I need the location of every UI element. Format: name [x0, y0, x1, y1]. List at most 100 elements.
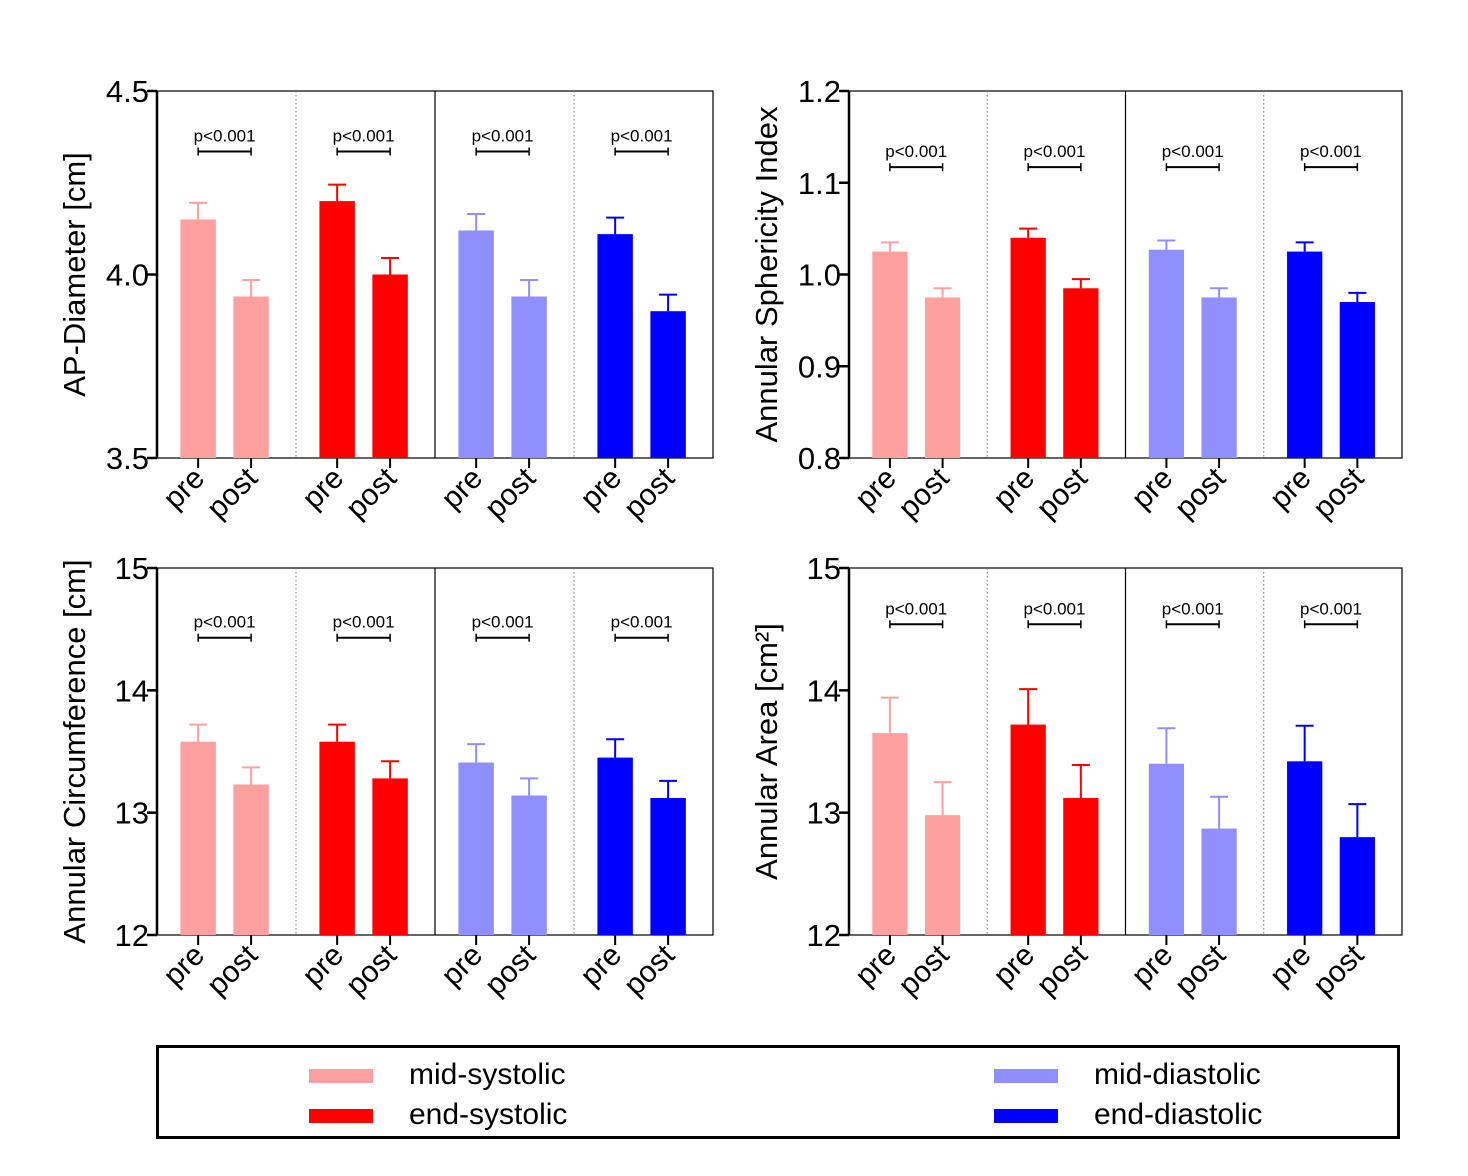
p-value-label: p<0.001	[333, 613, 395, 632]
bar-end-systolic-pre	[319, 741, 355, 935]
bar-mid-diastolic-pre	[458, 762, 494, 935]
p-value-label: p<0.001	[885, 599, 947, 618]
x-tick-label: pre	[1264, 462, 1318, 516]
p-value-label: p<0.001	[1300, 599, 1362, 618]
y-tick-label: 0.9	[798, 349, 841, 384]
y-tick-label: 13	[115, 796, 149, 831]
bar-end-systolic-post	[372, 274, 408, 458]
bar-mid-systolic-post	[924, 815, 961, 935]
panel-1: 3.54.04.5AP-Diameter [cm]prepostp<0.001p…	[57, 74, 714, 525]
x-tick-label: pre	[987, 462, 1041, 516]
x-tick-label: post	[201, 938, 265, 1002]
x-tick-label: pre	[157, 939, 211, 993]
x-tick-label: pre	[849, 462, 903, 516]
bar-mid-systolic-pre	[180, 219, 216, 458]
y-tick-label: 1.2	[798, 74, 841, 109]
x-tick-label: pre	[574, 939, 628, 993]
legend-label-mid-diastolic: mid-diastolic	[1094, 1058, 1261, 1091]
legend-label-end-diastolic: end-diastolic	[1094, 1098, 1263, 1131]
bar-end-systolic-pre	[319, 201, 355, 458]
p-value-label: p<0.001	[1162, 599, 1224, 618]
y-tick-label: 14	[115, 673, 149, 708]
bar-mid-systolic-post	[233, 784, 269, 935]
x-tick-label: post	[618, 938, 682, 1002]
x-tick-label: post	[479, 461, 543, 525]
p-value-label: p<0.001	[611, 613, 673, 632]
x-tick-label: post	[1030, 938, 1094, 1002]
bar-end-systolic-post	[1063, 288, 1099, 458]
bar-end-diastolic-post	[650, 311, 686, 458]
bar-end-diastolic-pre	[1287, 251, 1323, 458]
x-tick-label: post	[1307, 461, 1371, 525]
bar-mid-diastolic-post	[1201, 297, 1237, 458]
p-value-label: p<0.001	[472, 127, 534, 146]
y-tick-label: 1.1	[798, 166, 841, 201]
x-tick-label: post	[479, 938, 543, 1002]
x-tick-label: post	[892, 938, 956, 1002]
y-tick-label: 12	[115, 918, 149, 953]
legend-label-end-systolic: end-systolic	[409, 1098, 568, 1131]
legend-swatch-mid-diastolic	[994, 1069, 1058, 1083]
bar-mid-diastolic-post	[1201, 828, 1237, 935]
p-value-label: p<0.001	[194, 127, 256, 146]
y-axis-label: Annular Area [cm²]	[749, 623, 784, 880]
p-value-label: p<0.001	[472, 613, 534, 632]
x-tick-label: post	[618, 461, 682, 525]
x-tick-label: pre	[296, 462, 350, 516]
bar-mid-diastolic-post	[511, 795, 547, 935]
bar-end-diastolic-post	[1339, 302, 1375, 458]
x-tick-label: post	[201, 461, 265, 525]
y-axis-label: Annular Circumference [cm]	[57, 559, 92, 943]
y-axis-label: Annular Sphericity Index	[749, 106, 784, 443]
y-axis-label: AP-Diameter [cm]	[57, 152, 92, 397]
bar-end-diastolic-post	[650, 797, 686, 935]
bar-mid-diastolic-post	[511, 296, 547, 458]
p-value-label: p<0.001	[1300, 142, 1362, 161]
x-tick-label: post	[1169, 461, 1233, 525]
bar-mid-diastolic-pre	[1148, 763, 1185, 935]
p-value-label: p<0.001	[611, 127, 673, 146]
y-tick-label: 3.5	[106, 441, 149, 476]
p-value-label: p<0.001	[1162, 142, 1224, 161]
x-tick-label: pre	[574, 462, 628, 516]
x-tick-label: pre	[987, 939, 1041, 993]
legend-label-mid-systolic: mid-systolic	[409, 1058, 566, 1091]
legend-swatch-end-systolic	[309, 1109, 373, 1123]
x-tick-label: post	[1307, 938, 1371, 1002]
bar-mid-systolic-pre	[872, 733, 908, 935]
bar-end-diastolic-pre	[1287, 761, 1323, 935]
x-tick-label: post	[340, 938, 404, 1002]
y-tick-label: 12	[807, 918, 841, 953]
bar-mid-diastolic-pre	[458, 230, 494, 458]
panel-2: 0.8 0.9 1.0 1.1 1.2 Annular Sphericity Index p…	[749, 74, 1403, 525]
p-value-label: p<0.001	[885, 142, 947, 161]
bar-mid-systolic-post	[233, 296, 269, 458]
x-tick-label: post	[1169, 938, 1233, 1002]
p-value-label: p<0.001	[1024, 599, 1086, 618]
x-tick-label: post	[1030, 461, 1094, 525]
x-tick-label: post	[340, 461, 404, 525]
y-tick-label: 0.8	[798, 441, 841, 476]
legend: mid-systolic end-systolic mid-diastolic …	[156, 1045, 1400, 1139]
legend-swatch-end-diastolic	[994, 1109, 1058, 1123]
bar-end-systolic-pre	[1010, 724, 1046, 935]
bar-mid-systolic-pre	[872, 251, 908, 458]
p-value-label: p<0.001	[333, 127, 395, 146]
x-tick-label: pre	[435, 462, 489, 516]
y-tick-label: 14	[807, 673, 841, 708]
y-tick-label: 1.0	[798, 258, 841, 293]
y-tick-label: 13	[807, 796, 841, 831]
x-tick-label: pre	[1264, 939, 1318, 993]
bar-mid-systolic-post	[924, 297, 961, 458]
y-tick-label: 4.0	[106, 258, 149, 293]
bar-end-diastolic-pre	[597, 757, 633, 935]
y-tick-label: 15	[807, 551, 841, 586]
bar-end-systolic-post	[372, 778, 408, 935]
p-value-label: p<0.001	[1024, 142, 1086, 161]
x-tick-label: pre	[296, 939, 350, 993]
x-tick-label: pre	[157, 462, 211, 516]
bar-mid-diastolic-pre	[1148, 249, 1185, 458]
